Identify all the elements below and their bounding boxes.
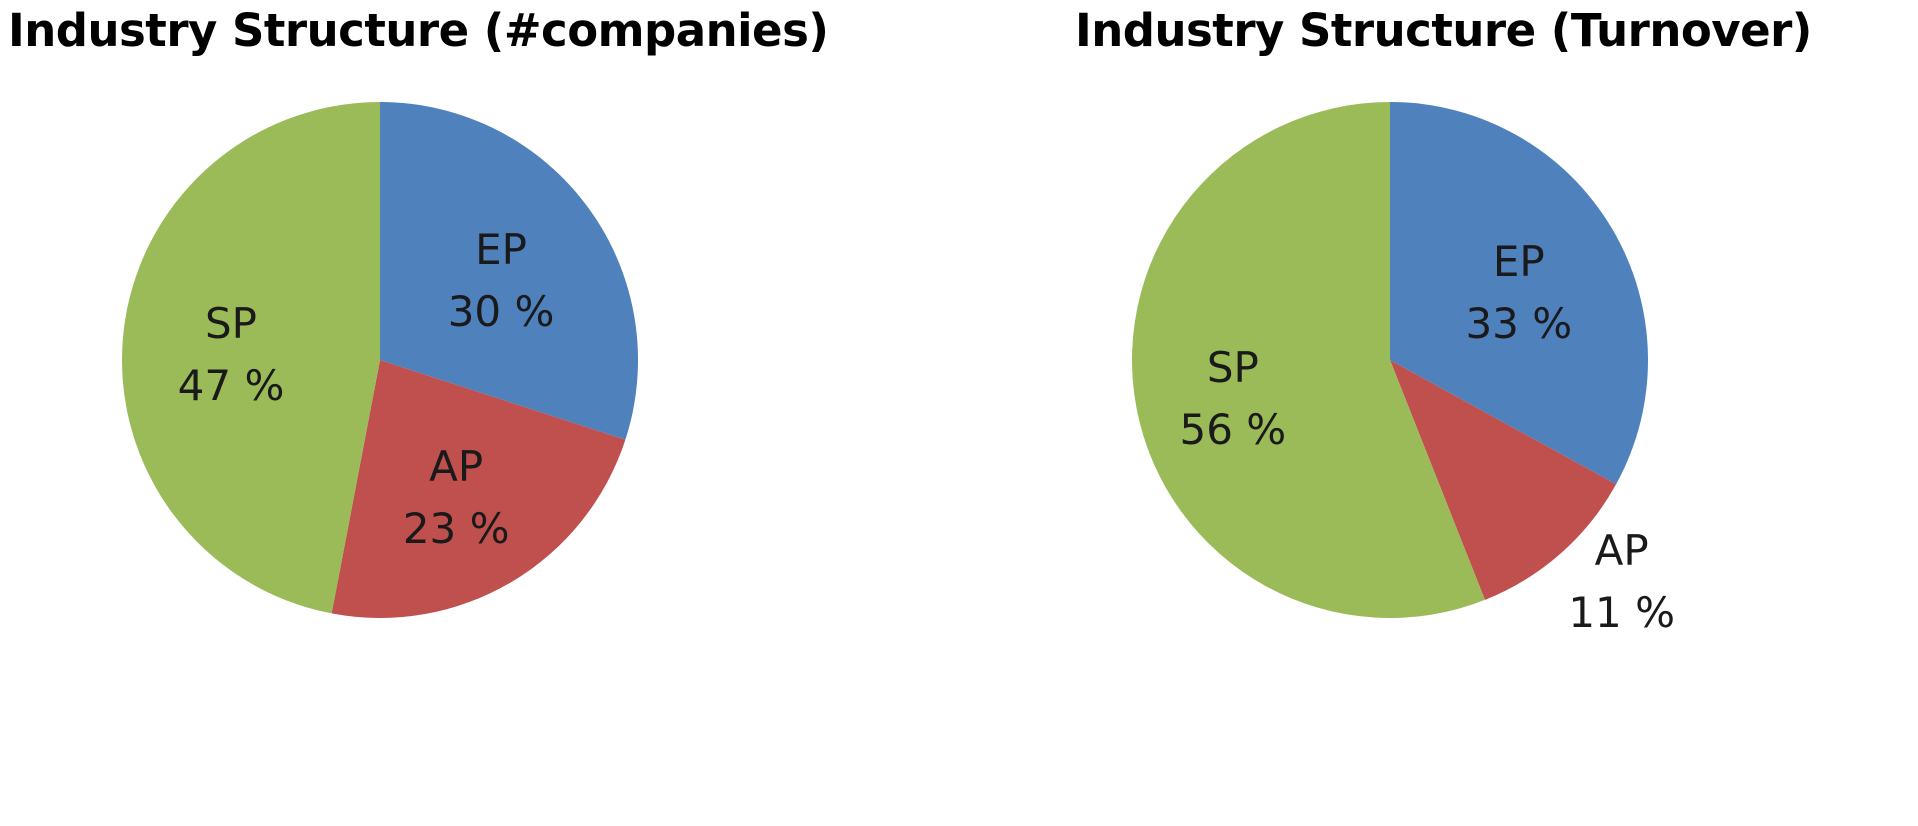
- pie-chart-turnover: EP 33 % AP 11 % SP 56 %: [1132, 102, 1675, 637]
- chart-title-turnover: Industry Structure (Turnover): [1075, 4, 1812, 57]
- pie-slice-sp: [121, 102, 381, 614]
- slice-percent-label: 30 %: [448, 287, 555, 336]
- slice-percent-label: 23 %: [403, 504, 510, 553]
- pie-slice-ap: [331, 360, 626, 618]
- pie-slice-ep: [380, 102, 638, 440]
- slice-name-label: EP: [475, 225, 527, 274]
- slice-name-label: EP: [1493, 237, 1545, 286]
- slice-name-label: AP: [429, 442, 483, 491]
- slice-name-label: SP: [1207, 343, 1259, 392]
- pie-slice-sp: [1132, 102, 1485, 618]
- chart-title-companies: Industry Structure (#companies): [8, 4, 829, 57]
- slice-name-label: AP: [1595, 526, 1649, 575]
- slice-percent-label: 56 %: [1180, 405, 1287, 454]
- pie-slice-ap: [1390, 360, 1617, 600]
- pie-chart-companies: EP 30 % AP 23 % SP 47 %: [121, 102, 638, 618]
- slice-percent-label: 47 %: [178, 361, 285, 410]
- pie-slice-ep: [1390, 102, 1648, 485]
- slice-percent-label: 33 %: [1465, 299, 1572, 348]
- slice-name-label: SP: [205, 299, 257, 348]
- slice-percent-label: 11 %: [1568, 588, 1675, 637]
